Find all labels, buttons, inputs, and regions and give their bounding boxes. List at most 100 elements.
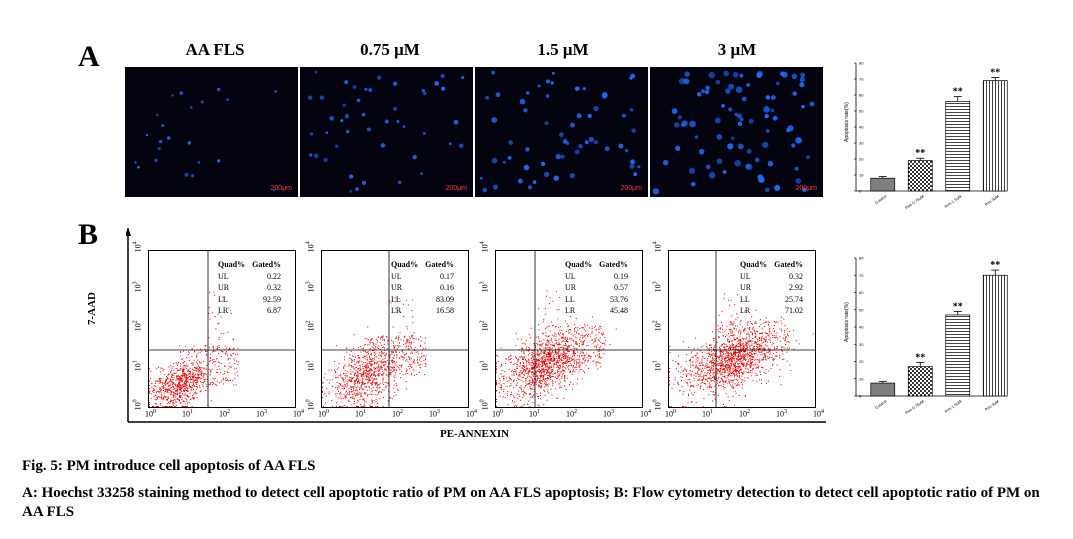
event-dot <box>411 372 413 374</box>
event-dot <box>523 370 525 372</box>
event-dot <box>524 392 526 394</box>
nucleus-dot <box>545 94 550 98</box>
event-dot <box>420 361 422 363</box>
event-dot <box>547 361 549 363</box>
nucleus-dot <box>700 89 705 94</box>
event-dot <box>755 348 757 350</box>
event-dot <box>165 399 167 401</box>
event-dot <box>562 357 564 359</box>
event-dot <box>545 369 547 371</box>
event-dot <box>387 340 389 342</box>
event-dot <box>557 371 559 373</box>
event-dot <box>532 367 534 369</box>
quad-stats-table: Quad% Gated% UL 0.22 UR 0.32 LL 92.59 LR 6.87 <box>216 258 288 318</box>
event-dot <box>357 368 359 370</box>
event-dot <box>564 345 566 347</box>
event-dot <box>523 369 525 371</box>
event-dot <box>719 382 721 384</box>
event-dot <box>371 391 373 393</box>
event-dot <box>581 355 583 357</box>
event-dot <box>759 319 761 321</box>
event-dot <box>500 384 502 386</box>
event-dot <box>538 340 540 342</box>
event-dot <box>381 366 383 368</box>
event-dot <box>402 357 404 359</box>
event-dot <box>732 347 734 349</box>
event-dot <box>572 358 574 360</box>
event-dot <box>712 376 714 378</box>
event-dot <box>218 322 220 324</box>
event-dot <box>579 338 581 340</box>
event-dot <box>717 368 719 370</box>
event-dot <box>730 348 732 350</box>
event-dot <box>376 385 378 387</box>
event-dot <box>552 369 554 371</box>
event-dot <box>549 371 551 373</box>
event-dot <box>730 385 732 387</box>
event-dot <box>401 371 403 373</box>
event-dot <box>726 352 728 354</box>
event-dot <box>407 340 409 342</box>
event-dot <box>418 371 420 373</box>
event-dot <box>359 346 361 348</box>
event-dot <box>569 315 571 317</box>
event-dot <box>736 346 738 348</box>
event-dot <box>170 386 172 388</box>
event-dot <box>172 404 174 406</box>
nucleus-dot <box>732 71 739 78</box>
event-dot <box>710 378 712 380</box>
nucleus-dot <box>420 172 423 175</box>
event-dot <box>234 373 236 375</box>
event-dot <box>690 364 692 366</box>
event-dot <box>342 385 344 387</box>
event-dot <box>356 406 358 407</box>
event-dot <box>379 383 381 385</box>
event-dot <box>588 327 590 329</box>
event-dot <box>178 385 180 387</box>
event-dot <box>576 331 578 333</box>
event-dot <box>496 355 497 357</box>
event-dot <box>536 350 538 352</box>
event-dot <box>563 350 565 352</box>
event-dot <box>749 348 751 350</box>
flow-plot-svg <box>321 250 469 408</box>
event-dot <box>726 334 728 336</box>
event-dot <box>722 374 724 376</box>
event-dot <box>713 362 715 364</box>
event-dot <box>702 357 704 359</box>
event-dot <box>176 384 178 386</box>
event-dot <box>360 395 362 397</box>
event-dot <box>344 396 346 398</box>
nucleus-dot <box>625 149 629 153</box>
event-dot <box>393 387 395 389</box>
event-dot <box>739 365 741 367</box>
event-dot <box>395 368 397 370</box>
event-dot <box>739 342 741 344</box>
event-dot <box>183 401 185 403</box>
event-dot <box>173 363 175 365</box>
event-dot <box>750 363 752 365</box>
event-dot <box>563 376 565 378</box>
event-dot <box>731 354 733 356</box>
event-dot <box>591 339 593 341</box>
event-dot <box>529 352 531 354</box>
event-dot <box>532 363 534 365</box>
event-dot <box>413 332 415 334</box>
event-dot <box>530 388 532 390</box>
event-dot <box>393 361 395 363</box>
event-dot <box>335 406 337 407</box>
event-dot <box>170 389 172 391</box>
event-dot <box>182 406 184 407</box>
event-dot <box>176 398 178 400</box>
event-dot <box>708 369 710 371</box>
event-dot <box>758 360 760 362</box>
event-dot <box>554 348 556 350</box>
event-dot <box>187 396 189 398</box>
event-dot <box>718 346 720 348</box>
event-dot <box>406 338 408 340</box>
event-dot <box>602 343 604 345</box>
event-dot <box>380 366 382 368</box>
event-dot <box>182 378 184 380</box>
event-dot <box>196 370 198 372</box>
event-dot <box>532 379 534 381</box>
